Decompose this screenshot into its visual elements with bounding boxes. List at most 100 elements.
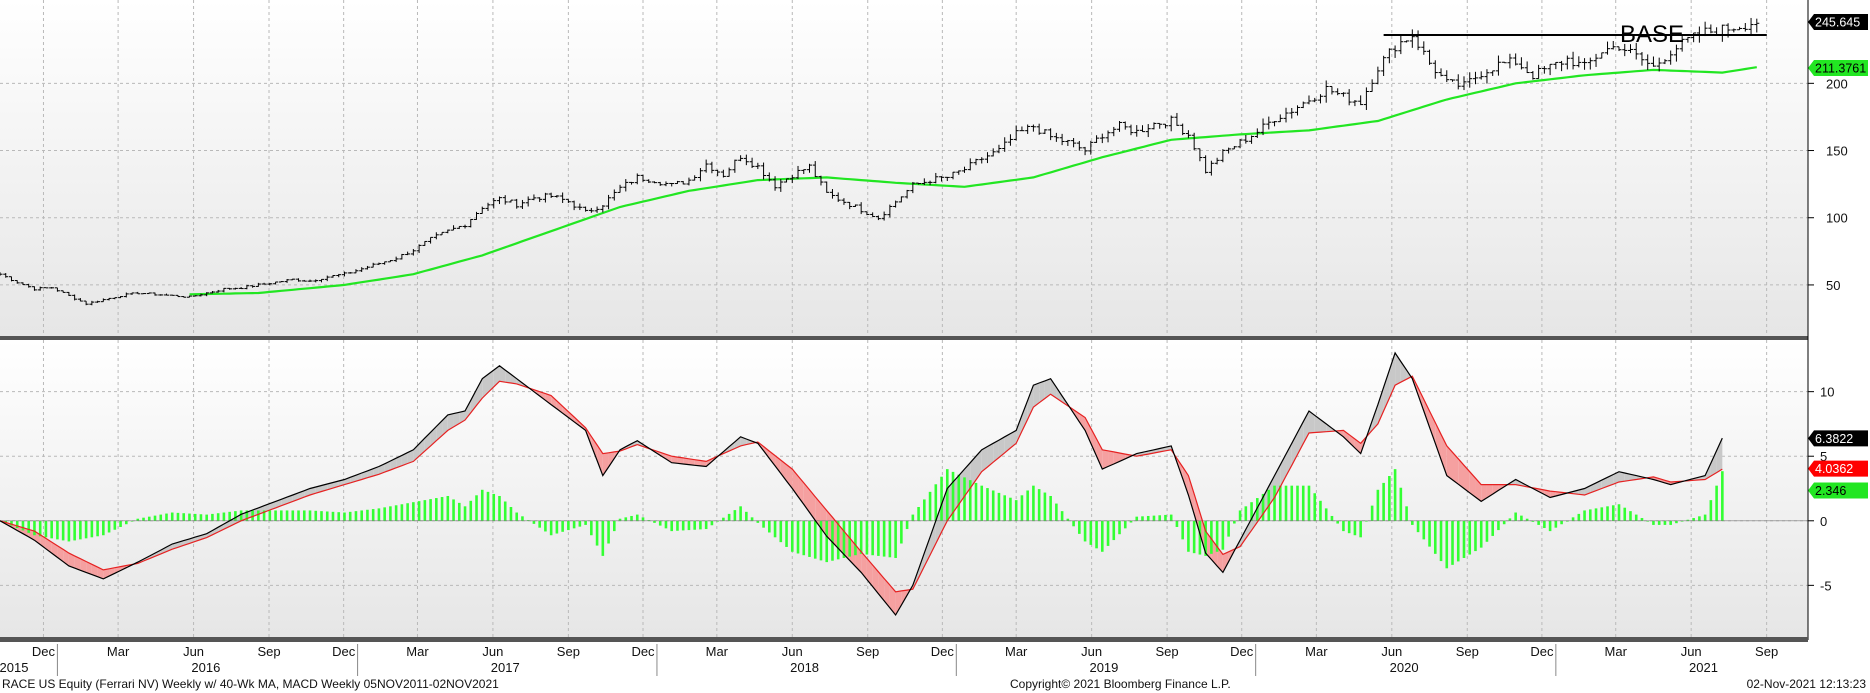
price-bar (893, 200, 899, 208)
price-bar (743, 154, 749, 166)
ma-line (189, 66, 1757, 296)
price-bar (1616, 46, 1622, 52)
macd-hist-bar (38, 520, 42, 537)
macd-hist-bar (492, 493, 496, 521)
macd-hist-bar (722, 517, 725, 521)
macd-fill-segment (86, 561, 92, 575)
macd-hist-bar (176, 512, 180, 521)
macd-fill-segment (91, 564, 98, 577)
signal-line (0, 375, 1723, 593)
macd-panel-bg (0, 340, 1808, 637)
price-bar (60, 290, 66, 293)
macd-hist-bar (165, 513, 168, 521)
price-bar (3, 273, 9, 278)
price-bar (491, 197, 497, 209)
macd-hist-bar (222, 512, 226, 521)
price-bar (1162, 123, 1168, 129)
macd-hist-bar (1032, 485, 1035, 521)
macd-hist-bar (578, 520, 582, 527)
macd-hist-bar (802, 520, 806, 556)
price-bar (341, 271, 347, 277)
macd-hist-bar (354, 511, 358, 521)
macd-fill-segment (206, 530, 213, 538)
price-bar (542, 192, 548, 203)
price-bar (485, 202, 491, 212)
svg-text:2.346: 2.346 (1815, 484, 1846, 498)
macd-hist-bar (917, 507, 920, 521)
date-axis-month-label: Dec (32, 644, 56, 659)
price-y-tick-label: 50 (1826, 278, 1840, 293)
price-bar (939, 176, 945, 182)
price-bar (255, 282, 261, 287)
price-bar (1386, 48, 1392, 64)
macd-hist-bar (1600, 507, 1604, 521)
macd-hist-bar (1014, 500, 1018, 521)
price-bar (100, 298, 106, 303)
macd-fill-segment (1050, 378, 1057, 399)
price-bar (1272, 120, 1278, 127)
svg-text:6.3822: 6.3822 (1815, 432, 1853, 446)
price-bar (835, 192, 841, 202)
price-bar (118, 296, 124, 299)
macd-hist-bar (1439, 520, 1443, 562)
price-bar (1421, 41, 1427, 55)
macd-hist-bar (699, 520, 702, 530)
price-bar (651, 181, 657, 184)
macd-hist-bar (997, 492, 1001, 521)
price-bar (1541, 66, 1547, 74)
macd-hist-bar (1233, 520, 1236, 524)
macd-fill-segment (866, 558, 873, 587)
price-y-tick-label: 150 (1826, 144, 1848, 159)
macd-fill-segment (820, 503, 827, 537)
macd-hist-bar (1675, 520, 1678, 524)
price-bar (284, 278, 290, 283)
price-bar (1128, 124, 1134, 136)
macd-hist-bar (739, 506, 742, 521)
price-bar (1587, 57, 1593, 70)
price-bar (26, 283, 32, 288)
macd-hist-bar (1554, 520, 1558, 528)
date-axis-month-label: Mar (406, 644, 429, 659)
macd-hist-bar (1135, 516, 1139, 521)
macd-hist-bar (745, 511, 748, 521)
price-bar (732, 159, 738, 173)
price-bar (72, 294, 78, 301)
price-bar (141, 293, 147, 295)
price-bar (571, 200, 577, 211)
macd-hist-bar (1560, 520, 1563, 525)
macd-hist-bar (635, 514, 639, 521)
price-bar (54, 287, 60, 292)
price-bar (634, 173, 640, 185)
macd-hist-bar (503, 501, 507, 521)
macd-hist-bar (624, 517, 628, 521)
macd-hist-bar (1181, 520, 1184, 540)
macd-hist-bar (945, 469, 949, 521)
macd-hist-bar (727, 513, 731, 521)
macd-hist-bar (262, 510, 266, 521)
macd-fill-segment (1056, 387, 1063, 402)
price-bar (1053, 132, 1059, 142)
price-bar (1208, 160, 1214, 176)
price-bar (1105, 130, 1111, 143)
date-axis-month-label: Sep (1156, 644, 1179, 659)
price-bar (1099, 133, 1105, 144)
price-bar (852, 204, 858, 207)
macd-hist-bar (1566, 520, 1569, 522)
macd-fill-segment (1475, 478, 1482, 502)
price-bar (1490, 70, 1496, 76)
price-bar (445, 229, 451, 234)
macd-hist-bar (974, 482, 978, 521)
macd-hist-bar (1330, 515, 1334, 521)
date-axis-month-label: Mar (706, 644, 729, 659)
macd-fill-segment (1389, 352, 1396, 399)
macd-hist-bar (159, 514, 163, 521)
price-bar (824, 181, 830, 193)
price-bar (1438, 68, 1444, 77)
macd-fill-segment (803, 482, 810, 513)
macd-hist-bar (613, 520, 616, 532)
price-bar (1685, 36, 1691, 43)
macd-fill-segment (809, 489, 816, 521)
price-bar (1650, 56, 1656, 67)
price-bar (1461, 76, 1467, 91)
price-bar (1754, 18, 1760, 33)
